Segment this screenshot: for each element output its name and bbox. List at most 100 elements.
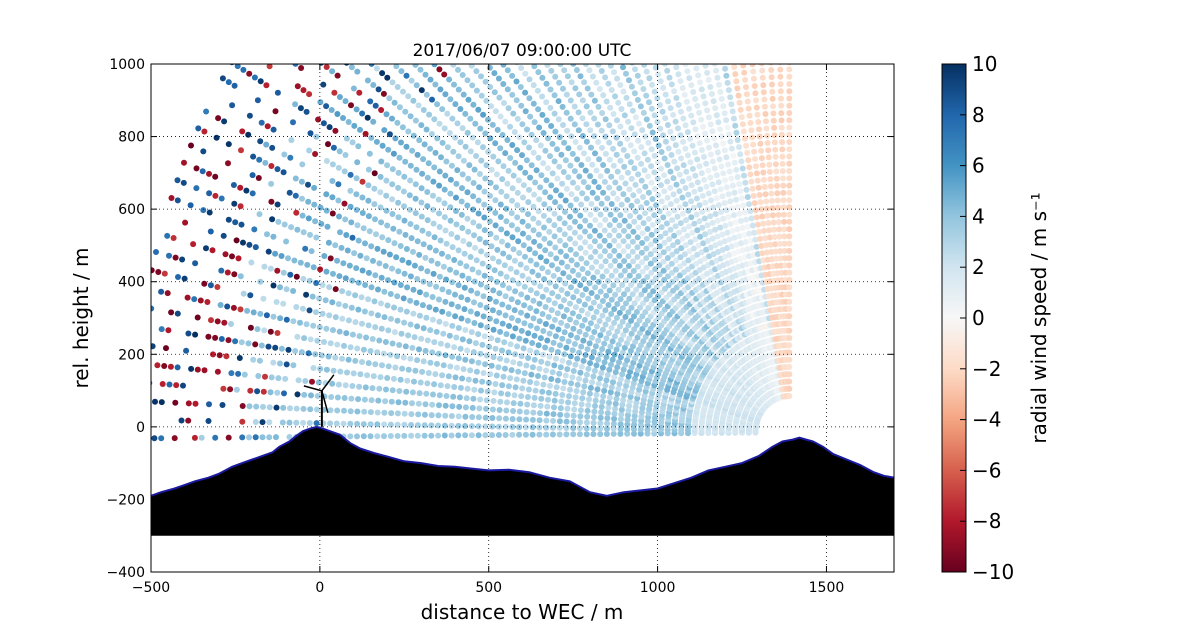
wind-sample-point (563, 109, 570, 116)
wind-sample-point (626, 335, 633, 342)
wind-sample-point (365, 322, 372, 329)
wind-sample-point (526, 95, 533, 102)
wind-sample-point (293, 273, 300, 280)
wind-sample-point (581, 79, 588, 86)
wind-sample-point (514, 214, 521, 221)
wind-sample-point (537, 402, 544, 409)
wind-sample-point (686, 248, 693, 255)
wind-sample-point (415, 411, 422, 418)
wind-sample-point (464, 189, 471, 196)
wind-sample-point (327, 420, 334, 427)
wind-sample-point (721, 200, 728, 207)
wind-sample-point (603, 431, 610, 437)
wind-sample-point (572, 361, 579, 368)
wind-sample-point (587, 254, 594, 261)
wind-sample-point (614, 168, 621, 175)
wind-sample-point (719, 193, 726, 200)
wind-sample-point (629, 238, 636, 245)
wind-sample-point (624, 357, 631, 364)
wind-sample-point (323, 325, 330, 332)
wind-sample-point (562, 197, 569, 204)
wind-sample-point (676, 171, 683, 178)
wind-sample-point (560, 169, 567, 175)
wind-sample-point (758, 147, 765, 154)
wind-sample-point (626, 295, 633, 302)
wind-sample-point (184, 294, 191, 301)
wind-sample-point (513, 376, 520, 383)
wind-sample-point (454, 120, 461, 127)
wind-sample-point (602, 116, 609, 123)
wind-sample-point (212, 334, 219, 341)
wind-sample-point (573, 319, 580, 326)
wind-sample-point (323, 191, 330, 198)
wind-sample-point (619, 401, 626, 408)
wind-sample-point (551, 300, 558, 307)
wind-sample-point (591, 227, 598, 234)
wind-sample-point (761, 103, 768, 110)
wind-sample-point (213, 134, 220, 141)
wind-sample-point (240, 290, 247, 297)
wind-sample-point (530, 409, 537, 416)
wind-sample-point (233, 237, 240, 244)
wind-sample-point (470, 101, 477, 108)
wind-sample-point (531, 119, 538, 126)
wind-sample-point (483, 304, 490, 311)
wind-sample-point (418, 87, 425, 94)
wind-sample-point (666, 74, 673, 81)
wind-sample-point (781, 233, 788, 240)
wind-sample-point (421, 422, 428, 429)
wind-sample-point (769, 205, 776, 212)
wind-sample-point (631, 430, 637, 437)
wind-sample-point (699, 192, 706, 199)
wind-sample-point (764, 140, 771, 146)
wind-sample-point (587, 109, 594, 116)
wind-sample-point (484, 284, 490, 291)
wind-sample-point (680, 54, 686, 60)
wind-sample-point (780, 204, 787, 211)
wind-sample-point (625, 322, 632, 329)
wind-sample-point (601, 237, 608, 244)
wind-sample-point (556, 276, 563, 283)
wind-sample-point (617, 426, 624, 432)
wind-sample-point (442, 298, 449, 305)
wind-sample-point (744, 223, 751, 230)
wind-sample-point (643, 68, 650, 75)
wind-sample-point (609, 338, 616, 345)
wind-sample-point (763, 118, 769, 125)
wind-sample-point (499, 282, 506, 288)
wind-sample-point (492, 381, 499, 387)
wind-sample-point (345, 119, 352, 125)
wind-sample-point (188, 365, 195, 372)
wind-sample-point (548, 182, 555, 189)
wind-sample-point (537, 254, 544, 261)
wind-sample-point (401, 203, 407, 210)
wind-sample-point (593, 362, 600, 369)
wind-sample-point (631, 313, 637, 320)
terrain-profile (151, 426, 894, 536)
wind-sample-point (264, 231, 270, 238)
wind-sample-point (455, 355, 462, 362)
wind-sample-point (631, 90, 638, 97)
wind-sample-point (557, 342, 563, 349)
wind-sample-point (559, 103, 566, 110)
wind-sample-point (389, 340, 396, 347)
wind-sample-point (389, 196, 396, 203)
wind-sample-point (620, 64, 626, 71)
wind-sample-point (519, 385, 526, 392)
wind-sample-point (686, 223, 693, 230)
wind-sample-point (592, 284, 599, 291)
wind-sample-point (493, 278, 500, 285)
wind-sample-point (277, 360, 283, 367)
wind-sample-point (324, 223, 331, 230)
wind-sample-point (714, 74, 721, 81)
wind-sample-point (625, 233, 632, 240)
wind-sample-point (421, 141, 428, 148)
wind-sample-point (733, 78, 740, 85)
wind-sample-point (611, 410, 618, 417)
wind-sample-point (365, 360, 372, 367)
wind-sample-point (453, 208, 459, 214)
wind-sample-point (436, 66, 443, 73)
wind-sample-point (503, 205, 510, 212)
wind-sample-point (536, 431, 543, 438)
wind-sample-point (432, 306, 439, 313)
